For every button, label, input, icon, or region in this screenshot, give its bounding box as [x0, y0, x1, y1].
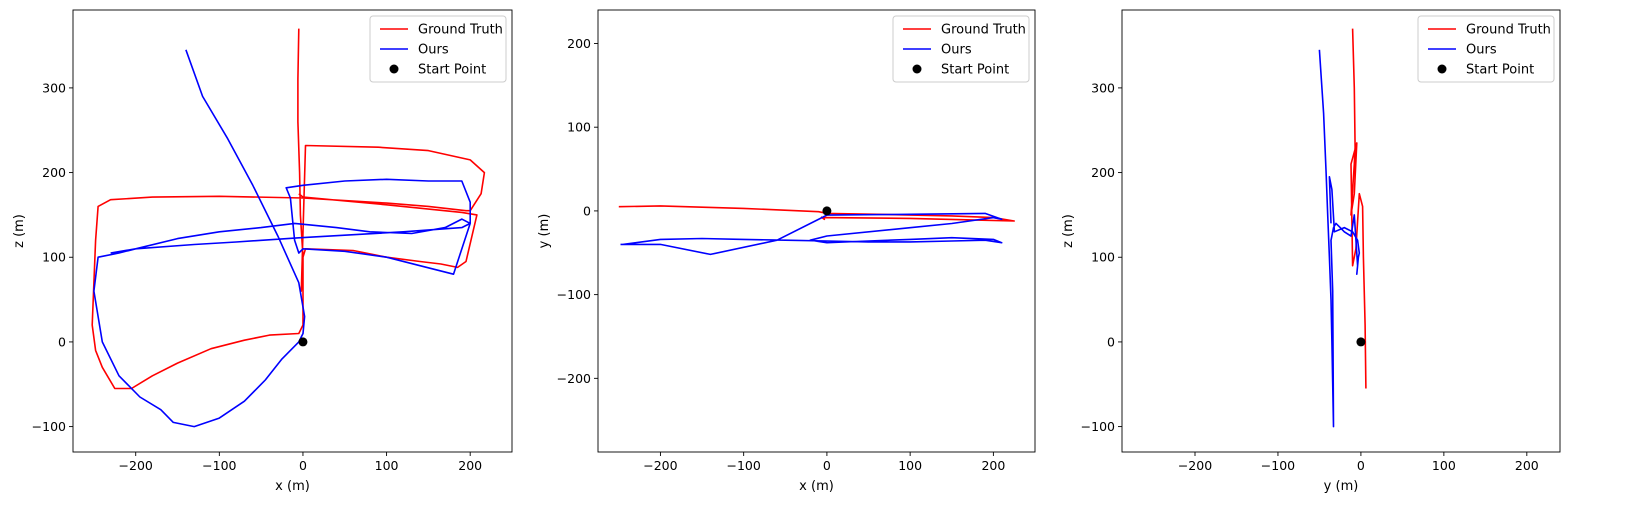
y-tick-label: 200 [567, 36, 591, 51]
legend-entry-label: Ground Truth [418, 23, 503, 38]
start-point-marker [1356, 337, 1366, 347]
x-tick-label: 100 [898, 458, 922, 473]
series-line-ground-truth [91, 28, 486, 390]
x-tick-label: −200 [119, 458, 153, 473]
series-line-ground-truth [1350, 28, 1367, 389]
y-tick-label: 0 [583, 203, 591, 218]
series-group [91, 28, 486, 428]
legend-entry-label: Ours [418, 43, 449, 58]
y-tick-label: −100 [32, 419, 66, 434]
series-line-ours [1318, 49, 1361, 428]
legend-entry-label: Ground Truth [1466, 23, 1551, 38]
x-tick-label: 0 [823, 458, 831, 473]
legend-box [1417, 15, 1555, 83]
legend-entry-label: Start Point [1466, 63, 1534, 78]
y-tick-label: 300 [42, 80, 66, 95]
plot-frame [1121, 9, 1561, 453]
y-tick-label: 100 [1091, 250, 1115, 265]
legend: Ground Truth Ours Start Point [369, 15, 507, 83]
x-tick-label: −100 [726, 458, 760, 473]
legend: Ground Truth Ours Start Point [1417, 15, 1555, 83]
series-group [1318, 28, 1367, 428]
start-point-marker [298, 337, 308, 347]
plot-yz: −200 −100 0 100 200 −100 0 100 200 300 y (m) z (m) G… [1061, 9, 1561, 494]
legend-entry-label: Ground Truth [941, 23, 1026, 38]
x-tick-label: 0 [1357, 458, 1365, 473]
y-axis-label: y (m) [537, 214, 552, 249]
y-tick-label: −100 [1081, 419, 1115, 434]
series-line-ours [93, 49, 472, 428]
legend-entry-label: Ours [941, 43, 972, 58]
x-axis-label: x (m) [275, 479, 310, 494]
legend-entry-label: Start Point [941, 63, 1009, 78]
x-tick-label: 100 [1432, 458, 1456, 473]
x-tick-label: 200 [458, 458, 482, 473]
legend: Ground Truth Ours Start Point [892, 15, 1030, 83]
legend-marker-start-point [912, 64, 922, 74]
plot-frame [72, 9, 513, 453]
x-tick-label: 200 [981, 458, 1005, 473]
y-tick-label: 300 [1091, 80, 1115, 95]
series-group [618, 205, 1016, 256]
x-tick-label: −200 [1178, 458, 1212, 473]
legend-marker-start-point [1437, 64, 1447, 74]
plot-xz: −200 −100 0 100 200 −100 0 100 200 300 x (m) z (m) G… [12, 9, 513, 494]
x-tick-label: 0 [299, 458, 307, 473]
y-tick-label: 0 [1107, 334, 1115, 349]
y-tick-label: 100 [42, 250, 66, 265]
series-line-ground-truth [618, 205, 1016, 222]
legend-box [369, 15, 507, 83]
y-tick-label: −200 [557, 371, 591, 386]
x-tick-label: −200 [643, 458, 677, 473]
x-axis-label: y (m) [1324, 479, 1359, 494]
legend-entry-label: Ours [1466, 43, 1497, 58]
series-line-ours [620, 212, 1003, 256]
y-tick-label: 0 [58, 334, 66, 349]
legend-box [892, 15, 1030, 83]
plot-xy: −200 −100 0 100 200 −200 −100 0 100 200 x (m) y (m)… [537, 9, 1036, 494]
start-point-marker [822, 206, 832, 216]
plot-frame [597, 9, 1036, 453]
x-tick-label: −100 [1261, 458, 1295, 473]
y-axis-label: z (m) [12, 214, 27, 248]
y-tick-label: 100 [567, 120, 591, 135]
y-tick-label: 200 [1091, 165, 1115, 180]
y-axis-label: z (m) [1061, 214, 1076, 248]
legend-marker-start-point [389, 64, 399, 74]
x-tick-label: 200 [1515, 458, 1539, 473]
x-axis-label: x (m) [799, 479, 834, 494]
legend-entry-label: Start Point [418, 63, 486, 78]
x-tick-label: 100 [375, 458, 399, 473]
y-tick-label: 200 [42, 165, 66, 180]
x-tick-label: −100 [202, 458, 236, 473]
y-tick-label: −100 [557, 287, 591, 302]
